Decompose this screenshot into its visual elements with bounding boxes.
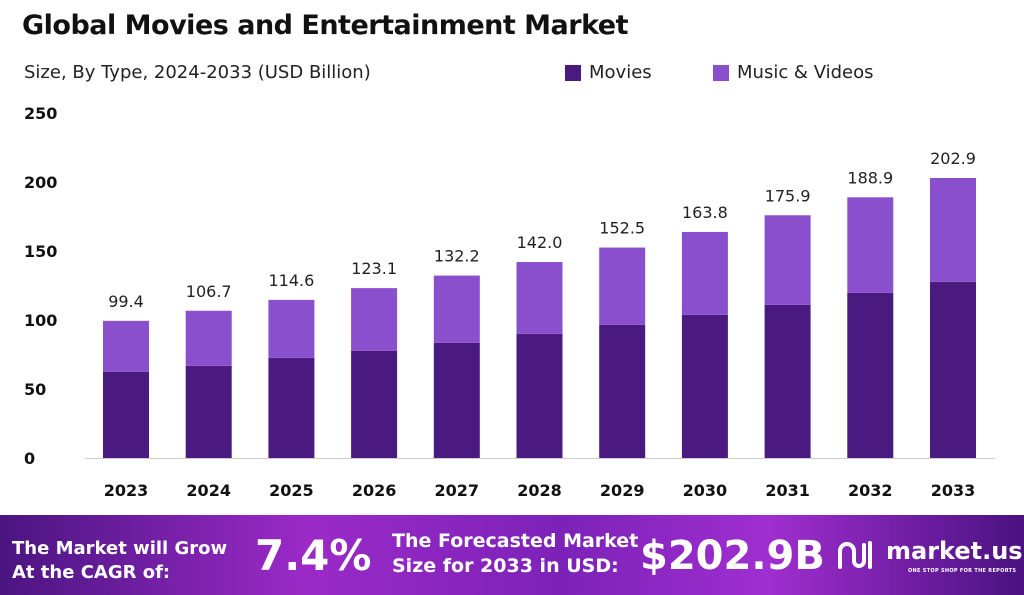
bar-music-videos-2025 [268,299,315,358]
cagr-label-2: At the CAGR of: [12,562,171,583]
market-us-logo-icon [838,541,872,569]
total-label: 99.4 [108,292,144,311]
bar-movies-2027 [433,342,480,458]
chart: 0 50 100 150 200 250 99.4 2023 106.7 2024 114.6 202… [24,104,995,500]
x-tick-label: 2030 [683,481,728,500]
legend-label: Music & Videos [737,62,874,83]
total-label: 152.5 [599,219,645,238]
y-tick-label: 200 [24,173,57,192]
bar-movies-2025 [268,357,315,458]
x-tick-label: 2025 [269,481,314,500]
total-label: 188.9 [847,168,893,187]
x-tick-label: 2024 [186,481,231,500]
bar-movies-2032 [847,292,894,458]
x-tick-label: 2026 [352,481,397,500]
bar-movies-2030 [681,314,728,458]
cagr-value: 7.4% [255,531,372,580]
bar-movies-2023 [103,371,149,458]
y-tick-label: 250 [24,104,57,123]
x-tick-label: 2029 [600,481,645,500]
y-tick-label: 50 [24,380,46,399]
x-tick-label: 2033 [931,481,976,500]
total-label: 114.6 [268,271,314,290]
bar-music-videos-2033 [930,177,976,282]
brand-tagline: ONE STOP SHOP FOR THE REPORTS [908,568,1017,574]
bar-music-videos-2028 [516,262,563,334]
bar-movies-2033 [930,281,976,458]
bar-movies-2029 [599,324,646,458]
brand-name: market.us [886,537,1023,565]
x-tick-label: 2031 [765,481,810,500]
x-tick-label: 2028 [517,481,562,500]
total-label: 175.9 [765,186,811,205]
legend-music-videos: Music & Videos [713,62,874,83]
footer-banner: The Market will Grow At the CAGR of: 7.4… [0,515,1024,595]
y-tick-label: 0 [24,449,35,468]
bar-music-videos-2024 [185,310,232,366]
y-tick-label: 150 [24,242,57,261]
total-label: 163.8 [682,203,728,222]
legend-movies: Movies [565,62,652,83]
chart-subtitle: Size, By Type, 2024-2033 (USD Billion) [24,62,371,83]
x-tick-label: 2032 [848,481,893,500]
bar-music-videos-2026 [351,288,398,351]
x-tick-label: 2023 [104,481,149,500]
cagr-label: The Market will Grow [12,538,228,559]
bar-music-videos-2029 [599,247,646,325]
bar-music-videos-2030 [681,231,728,315]
chart-title: Global Movies and Entertainment Market [22,10,629,41]
x-tick-label: 2027 [435,481,480,500]
y-tick-label: 100 [24,311,57,330]
total-label: 202.9 [930,149,976,168]
total-label: 106.7 [186,282,232,301]
bar-music-videos-2031 [764,215,811,305]
bar-music-videos-2023 [103,320,149,372]
total-label: 132.2 [434,247,480,266]
total-label: 123.1 [351,259,397,278]
legend-label: Movies [589,62,652,83]
bar-music-videos-2032 [847,197,894,293]
total-label: 142.0 [517,233,563,252]
bar-movies-2031 [764,304,811,458]
forecast-label-2: Size for 2033 in USD: [392,555,619,577]
bar-movies-2026 [351,350,398,458]
bar-movies-2024 [185,365,232,458]
bar-movies-2028 [516,333,563,458]
forecast-label: The Forecasted Market [392,530,639,552]
forecast-value: $202.9B [640,533,825,579]
bar-music-videos-2027 [433,275,480,343]
